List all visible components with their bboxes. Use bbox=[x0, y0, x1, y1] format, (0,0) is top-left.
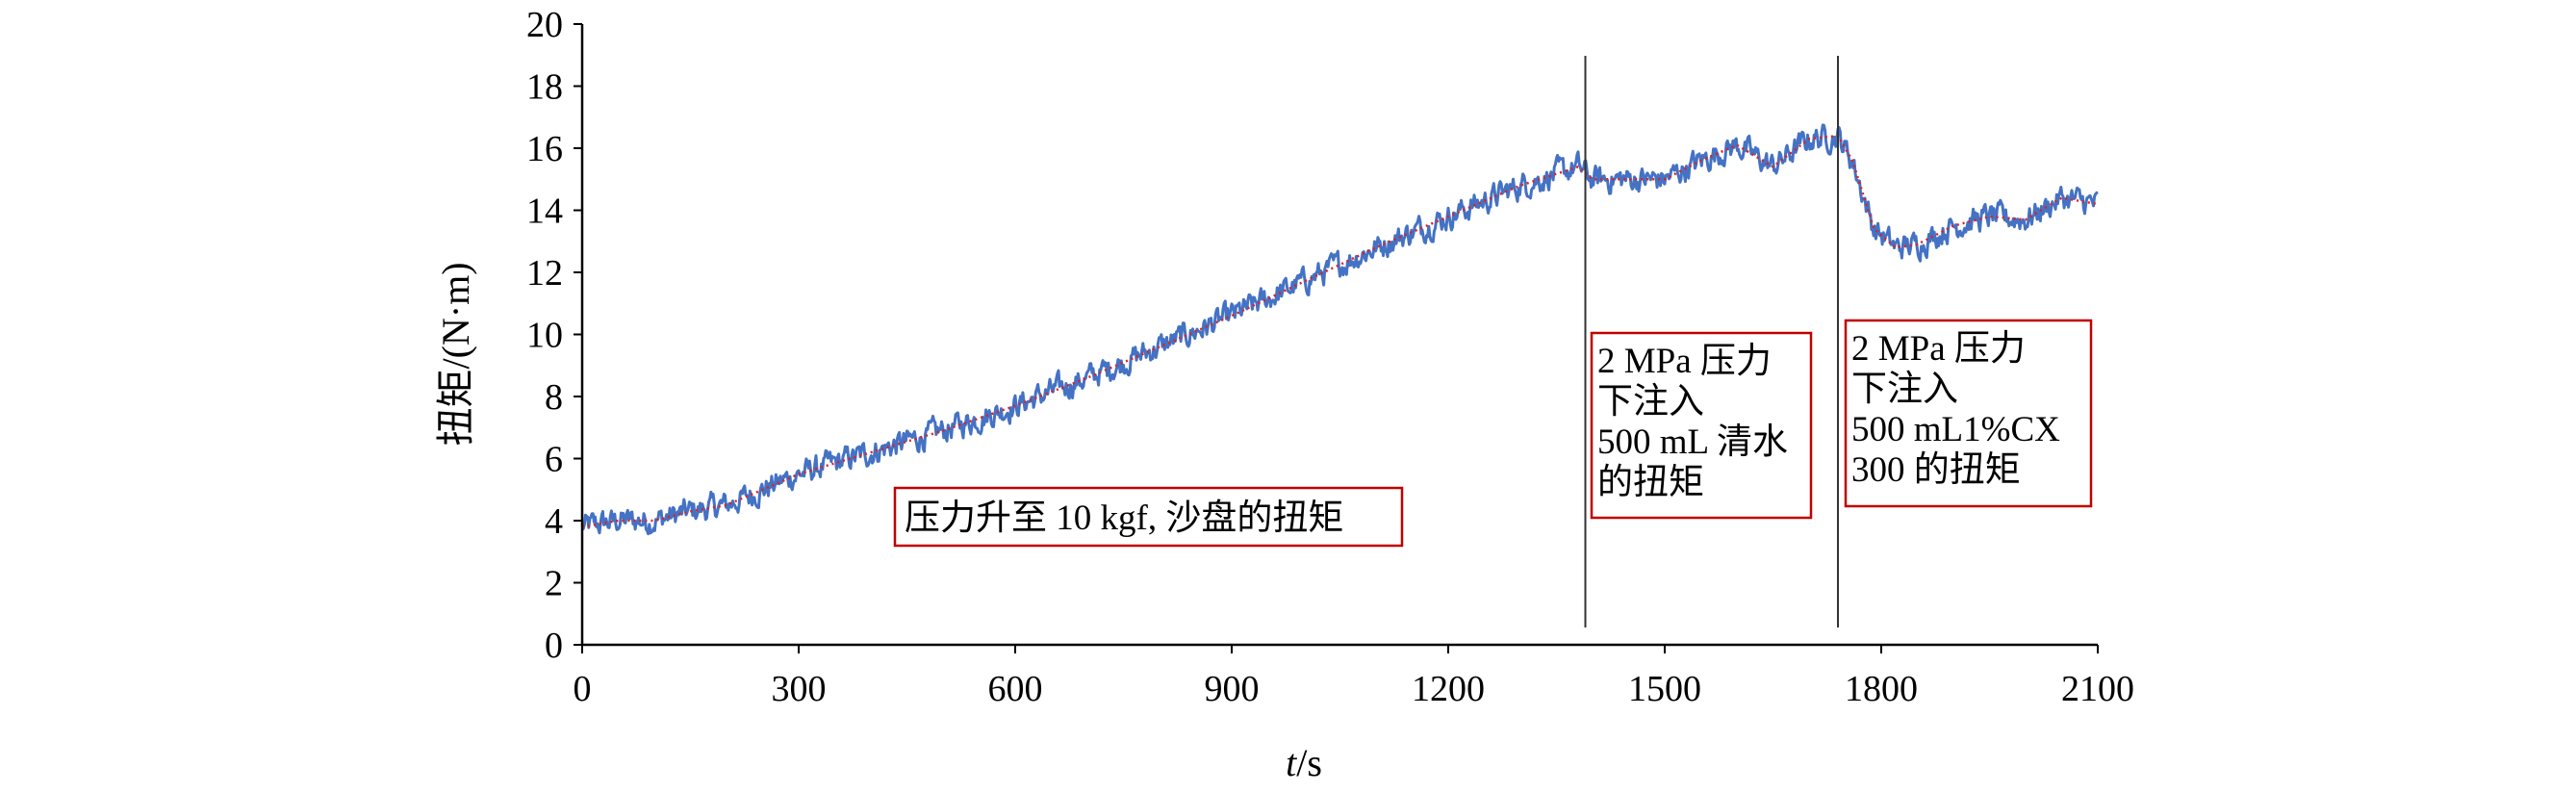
annotation-text-line: 300 的扭矩 bbox=[1851, 449, 2021, 490]
annotation-box bbox=[893, 486, 1404, 548]
plot-area bbox=[580, 56, 2099, 627]
annotation-text-line: 下注入 bbox=[1851, 369, 1958, 409]
annotation-text-line: 2 MPa 压力 bbox=[1851, 329, 2026, 369]
y-tick-label: 2 bbox=[545, 564, 563, 604]
annotation-text-line: 下注入 bbox=[1597, 381, 1704, 422]
x-tick-label: 1500 bbox=[1628, 669, 1701, 709]
y-tick-label: 6 bbox=[545, 440, 563, 480]
series-measured-torque-line bbox=[580, 123, 2099, 536]
annotation-text-line: 2 MPa 压力 bbox=[1597, 342, 1772, 381]
y-tick-label: 0 bbox=[545, 626, 563, 666]
x-tick-label: 600 bbox=[988, 669, 1043, 709]
y-axis-title: 扭矩/(N·m) bbox=[434, 262, 477, 446]
annotation-text-line: 的扭矩 bbox=[1597, 462, 1704, 502]
y-tick-label: 16 bbox=[526, 129, 563, 169]
annotation-text-line: 500 mL 清水 bbox=[1597, 422, 1788, 462]
x-axis-title-unit: /s bbox=[1296, 741, 1322, 784]
y-tick-label: 12 bbox=[526, 253, 563, 294]
axis-titles: t/s 扭矩/(N·m) bbox=[434, 262, 1322, 784]
annotation-box bbox=[1844, 319, 2093, 508]
y-tick-label: 4 bbox=[545, 501, 563, 542]
annotation-text-line: 500 mL1%CX bbox=[1851, 410, 2060, 449]
x-tick-label: 300 bbox=[772, 669, 827, 709]
annotation-box bbox=[1590, 331, 1813, 520]
y-tick-label: 14 bbox=[526, 192, 563, 232]
annotation-stage1: 压力升至 10 kgf, 沙盘的扭矩 bbox=[893, 486, 1404, 548]
x-tick-label: 900 bbox=[1205, 669, 1260, 709]
x-tick-label: 0 bbox=[574, 669, 592, 709]
y-tick-label: 20 bbox=[526, 5, 563, 45]
y-tick-label: 18 bbox=[526, 67, 563, 108]
x-tick-label: 1200 bbox=[1412, 669, 1485, 709]
x-tick-label: 2100 bbox=[2061, 669, 2134, 709]
axes: 0 2 4 6 8 10 12 14 16 18 20 0 300 600 900 1200 1500 1800 2… bbox=[526, 5, 2134, 709]
x-tick-label: 1800 bbox=[1845, 669, 1918, 709]
x-axis-title: t/s bbox=[1286, 741, 1322, 784]
x-axis-title-variable: t bbox=[1286, 741, 1297, 784]
y-tick-label: 8 bbox=[545, 377, 563, 418]
y-tick-label: 10 bbox=[526, 316, 563, 356]
annotation-text-line: 压力升至 10 kgf, 沙盘的扭矩 bbox=[905, 498, 1343, 538]
